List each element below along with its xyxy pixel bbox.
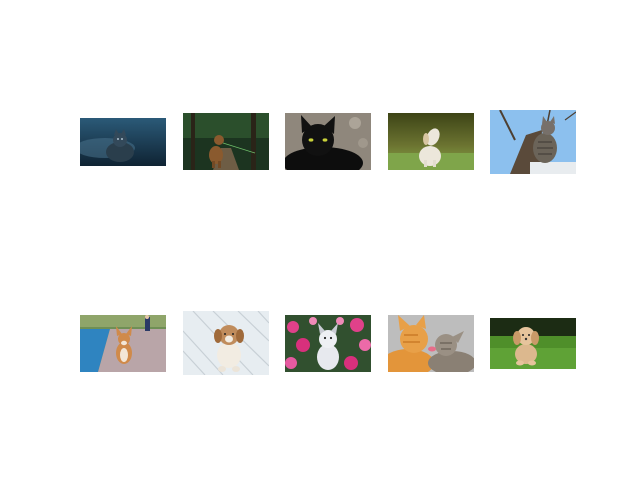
cat-blue-mist-photo bbox=[80, 118, 166, 166]
gallery-image-cat-blue-mist[interactable] bbox=[80, 118, 166, 166]
corgi-boardwalk-photo bbox=[80, 315, 166, 372]
gallery-image-black-cat[interactable] bbox=[285, 113, 371, 170]
puppy-white-planks-photo bbox=[183, 311, 269, 375]
gallery-image-white-puppy-howling[interactable] bbox=[388, 113, 474, 170]
gallery-image-two-cats-nuzzling[interactable] bbox=[388, 315, 474, 372]
fluffy-puppy-grass-photo bbox=[490, 318, 576, 369]
gallery-image-corgi-boardwalk[interactable] bbox=[80, 315, 166, 372]
puppy-pink-flowers-photo bbox=[285, 315, 371, 372]
two-cats-nuzzling-photo bbox=[388, 315, 474, 372]
gallery-image-puppy-white-planks[interactable] bbox=[183, 311, 269, 375]
gallery-image-fluffy-puppy-grass[interactable] bbox=[490, 318, 576, 369]
gallery-image-tabby-cat-tree[interactable] bbox=[490, 110, 576, 174]
tabby-cat-tree-photo bbox=[490, 110, 576, 174]
gallery-image-puppy-pink-flowers[interactable] bbox=[285, 315, 371, 372]
gallery-image-dog-forest-path[interactable] bbox=[183, 113, 269, 170]
dog-forest-path-photo bbox=[183, 113, 269, 170]
black-cat-photo bbox=[285, 113, 371, 170]
white-puppy-howling-photo bbox=[388, 113, 474, 170]
